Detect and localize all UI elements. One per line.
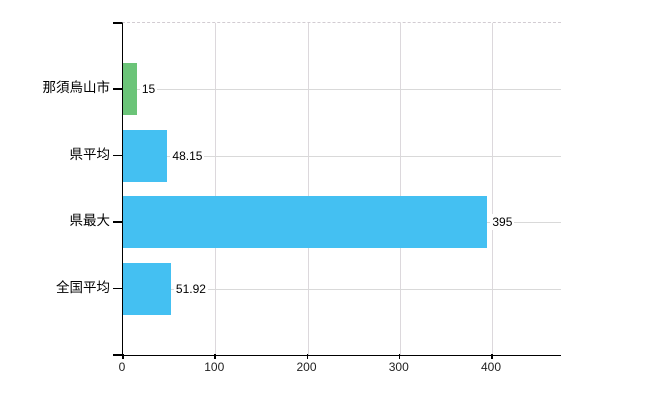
row-gridline (123, 289, 561, 290)
x-tick-label: 200 (296, 360, 317, 374)
x-tick-label: 100 (204, 360, 225, 374)
bar-0 (123, 63, 137, 116)
x-gridline (492, 23, 493, 355)
y-axis-bottom-tick (113, 354, 122, 356)
x-tick-label: 0 (118, 360, 126, 374)
x-gridline (215, 23, 217, 355)
bar-3 (123, 262, 171, 315)
bar-2 (123, 196, 488, 249)
y-axis-tick (113, 154, 122, 157)
category-label: 県平均 (69, 146, 111, 162)
category-label: 県最大 (69, 213, 111, 229)
x-gridline (399, 23, 401, 355)
plot-area: 15 48.15 395 51.92 (122, 22, 561, 356)
bar-value-label: 15 (139, 81, 158, 98)
x-tick-label: 300 (388, 360, 409, 374)
category-label: 那須烏山市 (42, 80, 111, 96)
row-gridline (123, 89, 561, 90)
x-axis-tick (491, 354, 493, 359)
y-axis-tick (113, 88, 122, 90)
x-axis-tick (122, 354, 124, 359)
bar-value-label: 395 (490, 214, 515, 231)
bar-value-label: 51.92 (173, 280, 208, 297)
x-axis-tick (306, 354, 308, 359)
x-gridline (307, 23, 309, 355)
y-axis-tick (113, 221, 122, 223)
x-axis-tick (214, 354, 216, 359)
bar-1 (123, 129, 168, 182)
category-label: 全国平均 (56, 279, 110, 295)
bar-value-label: 48.15 (170, 147, 205, 164)
x-tick-label: 400 (480, 360, 502, 374)
y-axis-top-tick (113, 22, 122, 24)
y-axis-tick (113, 287, 122, 290)
row-gridline (123, 156, 561, 157)
x-axis-tick (398, 354, 401, 359)
